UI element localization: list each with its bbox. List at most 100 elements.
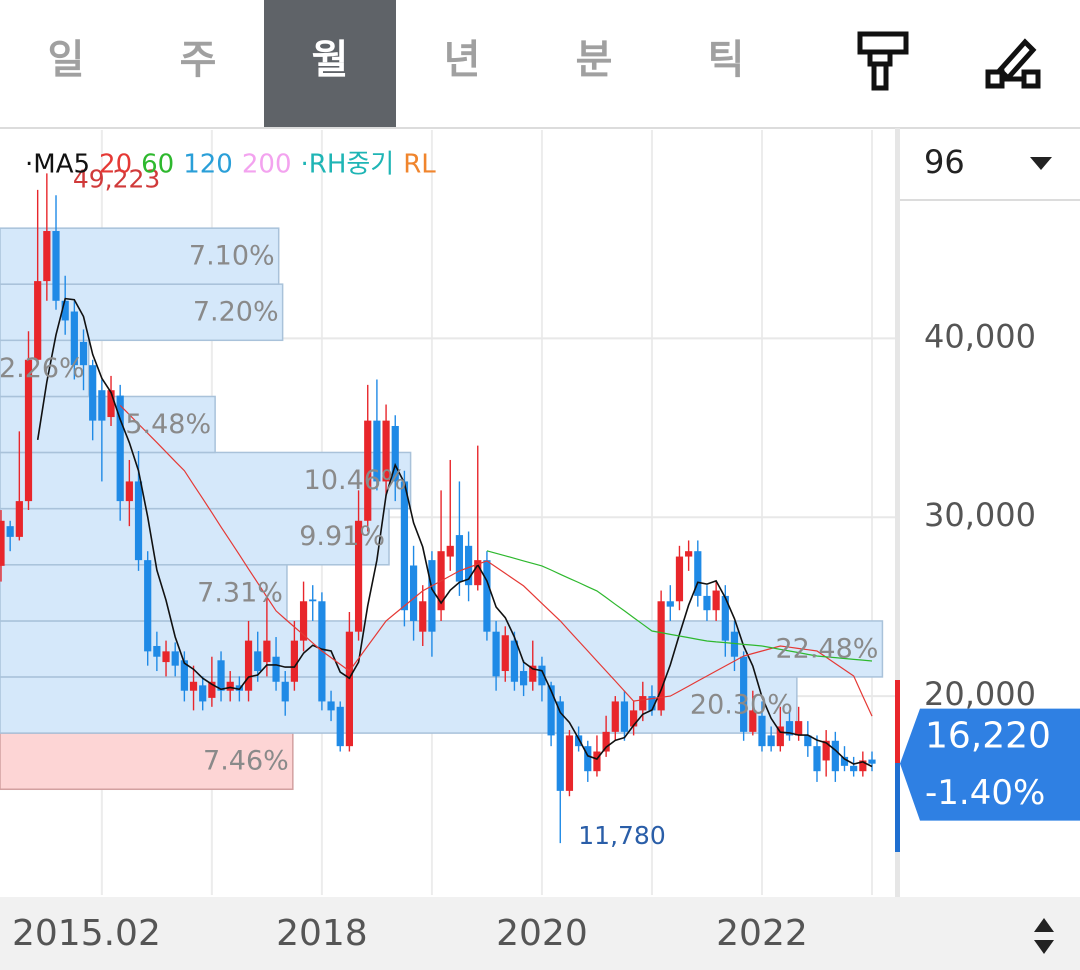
profile-label: 7.20% xyxy=(193,297,279,328)
tab[interactable]: 월 xyxy=(312,37,349,83)
profile-label: 5.48% xyxy=(125,409,211,440)
candle-body xyxy=(345,631,353,747)
extreme-label: 11,780 xyxy=(578,821,665,850)
candle-body xyxy=(61,300,69,321)
profile-label: 22.48% xyxy=(775,633,878,664)
candle-body xyxy=(556,701,564,791)
candle-body xyxy=(217,660,225,691)
ma-line xyxy=(36,297,873,768)
candle-body xyxy=(492,631,500,677)
candle-body xyxy=(602,731,610,752)
candle-body xyxy=(327,701,335,711)
candle-body xyxy=(189,681,198,691)
candle-body xyxy=(813,746,821,772)
candle-body xyxy=(455,535,464,582)
profile-label: 20.30% xyxy=(690,690,793,721)
candle-body xyxy=(694,551,702,596)
tab[interactable]: 년 xyxy=(444,37,481,83)
tab[interactable]: 일 xyxy=(48,37,85,83)
candle-body xyxy=(501,635,509,672)
candle-body xyxy=(666,601,674,607)
profile-bar xyxy=(0,676,798,734)
candle-body xyxy=(850,765,858,772)
legend-entry: RL xyxy=(403,150,436,180)
candle-body xyxy=(767,735,775,747)
tab[interactable]: 주 xyxy=(180,37,217,83)
candle-body xyxy=(52,231,60,301)
candle-body xyxy=(749,710,757,732)
candle-body xyxy=(364,420,372,521)
candle-body xyxy=(510,640,519,682)
y-tick-label: 20,000 xyxy=(924,675,1036,713)
candle-body xyxy=(208,681,216,698)
draw-icon[interactable] xyxy=(985,38,1041,89)
period-dropdown[interactable]: 96 xyxy=(900,143,1080,201)
candle-body xyxy=(547,685,555,736)
candle-body xyxy=(98,390,106,421)
candle-body xyxy=(804,735,812,747)
candle-body xyxy=(758,715,766,747)
ma-line xyxy=(486,550,873,662)
candle-body xyxy=(675,556,684,602)
candle-body xyxy=(34,281,42,360)
candle-body xyxy=(859,760,867,772)
period-value[interactable]: 96 xyxy=(924,143,965,181)
candle-body xyxy=(639,696,647,711)
profile-label: 7.46% xyxy=(203,746,289,777)
candle-body xyxy=(483,560,491,632)
tab[interactable]: 분 xyxy=(576,37,613,83)
candle-body xyxy=(703,595,711,611)
candle-body xyxy=(15,501,23,537)
candle-body xyxy=(153,645,161,657)
profile-label: 7.31% xyxy=(197,577,283,608)
candle-body xyxy=(6,526,14,537)
candle-body xyxy=(785,721,794,736)
tab[interactable]: 틱 xyxy=(708,37,745,83)
candle-body xyxy=(584,746,592,772)
candle-body xyxy=(520,671,528,686)
candle-body xyxy=(309,599,317,602)
candle-body xyxy=(391,425,399,482)
candle-body xyxy=(419,601,427,632)
candle-body xyxy=(199,685,207,702)
change-label: -1.40% xyxy=(925,773,1045,813)
candle-body xyxy=(107,390,115,418)
candle-body xyxy=(428,560,436,632)
candle-body xyxy=(244,640,253,691)
candle-body xyxy=(299,601,308,641)
profile-label: 10.46% xyxy=(304,465,407,496)
legend-entry: ·RH중기 xyxy=(301,150,395,180)
candle-body xyxy=(831,740,839,772)
legend-entry: 120 xyxy=(183,150,233,180)
candle-body xyxy=(648,696,656,711)
scale-toggle[interactable] xyxy=(1034,918,1054,954)
profile-bar xyxy=(0,564,288,622)
candle-body xyxy=(630,710,638,727)
legend-entry: 200 xyxy=(242,150,292,180)
candle-body xyxy=(144,560,152,652)
candle-body xyxy=(134,481,143,561)
range-bar-down xyxy=(895,763,900,852)
candle-body xyxy=(740,656,748,732)
candle-body xyxy=(171,651,179,666)
indicator-icon[interactable] xyxy=(857,31,909,91)
candle-body xyxy=(776,726,784,747)
candle-body xyxy=(620,701,629,732)
candle-body xyxy=(730,631,739,657)
candle-body xyxy=(116,395,124,502)
candle-body xyxy=(822,740,830,761)
x-tick-label: 2020 xyxy=(496,913,588,954)
candle-body xyxy=(281,681,289,702)
dropdown-arrow xyxy=(1030,157,1052,170)
profile-bar xyxy=(0,507,390,566)
candle-body xyxy=(263,640,271,663)
candle-body xyxy=(446,545,454,557)
candle-body xyxy=(336,706,344,747)
profile-bar xyxy=(0,620,884,678)
candle-body xyxy=(125,481,133,502)
candle-body xyxy=(373,420,381,482)
price-label: 16,220 xyxy=(925,716,1051,757)
